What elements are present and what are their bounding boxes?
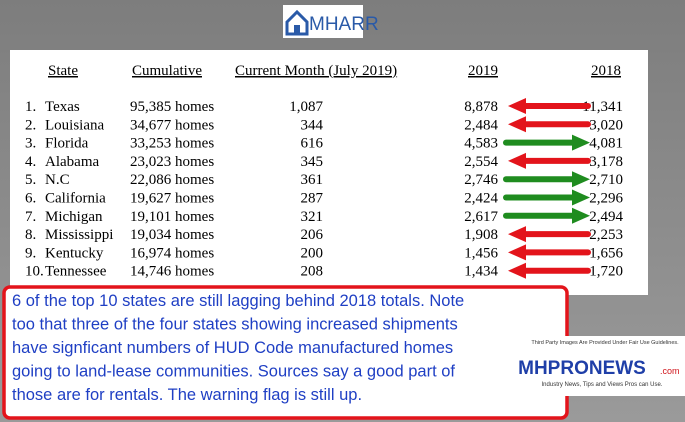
table-cell: 2,296 xyxy=(589,191,623,207)
arrow-head xyxy=(572,134,590,151)
table-cell: 321 xyxy=(301,209,324,225)
table-cell: 2,424 xyxy=(464,191,498,207)
table-cell: 9. xyxy=(25,245,36,261)
table-cell: 5. xyxy=(25,172,36,188)
table-cell: 1,908 xyxy=(464,227,498,243)
arrow-head xyxy=(508,262,526,279)
table-cell: 95,385 homes xyxy=(130,99,214,115)
table-cell: 10. xyxy=(25,264,44,280)
arrow-head xyxy=(572,171,590,188)
table-cell: 23,023 homes xyxy=(130,154,214,170)
table-cell: 206 xyxy=(301,227,324,243)
table-cell: Kentucky xyxy=(45,245,104,261)
table-cell: 34,677 homes xyxy=(130,117,214,133)
table-cell: 16,974 homes xyxy=(130,245,214,261)
table-cell: 616 xyxy=(301,136,324,152)
disclaimer: Third Party Images Are Provided Under Fa… xyxy=(531,340,679,346)
column-header: State xyxy=(48,63,78,79)
table-cell: California xyxy=(45,191,106,207)
table-cell: 3,178 xyxy=(589,154,623,170)
table-cell: 19,101 homes xyxy=(130,209,214,225)
brand: MHPRONEWS xyxy=(518,358,646,379)
arrow-head xyxy=(572,207,590,224)
table-cell: 1. xyxy=(25,99,36,115)
table-cell: 287 xyxy=(301,191,324,207)
table-cell: 1,656 xyxy=(589,245,623,261)
table-cell: 2. xyxy=(25,117,36,133)
table-cell: 6. xyxy=(25,191,36,207)
table-cell: 4. xyxy=(25,154,36,170)
table-cell: 361 xyxy=(301,172,324,188)
table-cell: N.C xyxy=(45,172,70,188)
table-cell: 19,034 homes xyxy=(130,227,214,243)
table-cell: 4,081 xyxy=(589,136,623,152)
note-line: have signficant numbers of HUD Code manu… xyxy=(12,339,453,357)
table-cell: 200 xyxy=(301,245,324,261)
logo-icon-door xyxy=(294,25,300,34)
arrow-head xyxy=(508,226,526,243)
arrow-head xyxy=(508,244,526,261)
logo-text: MHARR xyxy=(309,14,379,35)
table-cell: 345 xyxy=(301,154,324,170)
table-cell: Alabama xyxy=(45,154,99,170)
table-cell: Texas xyxy=(45,99,80,115)
table-cell: 3. xyxy=(25,136,36,152)
column-header: Current Month (July 2019) xyxy=(235,63,397,79)
note-line: going to land-lease communities. Sources… xyxy=(12,363,455,381)
note-line: those are for rentals. The warning flag … xyxy=(12,386,362,404)
note-line: too that three of the four states showin… xyxy=(12,316,458,334)
note-line: 6 of the top 10 states are still lagging… xyxy=(12,292,464,310)
column-header: 2019 xyxy=(468,63,498,79)
table-cell: Tennessee xyxy=(45,264,107,280)
table-cell: 1,720 xyxy=(589,264,623,280)
table-cell: Louisiana xyxy=(45,117,104,133)
table-cell: Michigan xyxy=(45,209,103,225)
table-cell: 2,746 xyxy=(464,172,498,188)
arrow-head xyxy=(508,98,526,114)
table-cell: 19,627 homes xyxy=(130,191,214,207)
table-cell: 14,746 homes xyxy=(130,264,214,280)
table-cell: 3,020 xyxy=(589,117,623,133)
table-cell: 208 xyxy=(301,264,324,280)
logo-icon xyxy=(285,9,309,36)
table-cell: 4,583 xyxy=(464,136,498,152)
table-cell: 7. xyxy=(25,209,36,225)
table-cell: 22,086 homes xyxy=(130,172,214,188)
watermark-box xyxy=(525,336,685,396)
table-cell: 2,617 xyxy=(464,209,498,225)
arrow-head xyxy=(508,116,526,133)
column-header: 2018 xyxy=(591,63,621,79)
table-cell: Florida xyxy=(45,136,89,152)
brand-domain: .com xyxy=(660,366,680,376)
table-cell: 1,434 xyxy=(464,264,498,280)
table-cell: Mississippi xyxy=(45,227,113,243)
table-cell: 2,253 xyxy=(589,227,623,243)
column-header: Cumulative xyxy=(132,63,202,79)
table-cell: 344 xyxy=(301,117,324,133)
table-cell: 33,253 homes xyxy=(130,136,214,152)
table-cell: 2,494 xyxy=(589,209,623,225)
table-cell: 2,710 xyxy=(589,172,623,188)
table-cell: 8. xyxy=(25,227,36,243)
table-cell: 2,484 xyxy=(464,117,498,133)
table-cell: 11,341 xyxy=(582,99,623,115)
tagline: Industry News, Tips and Views Pros can U… xyxy=(542,382,663,388)
table-panel xyxy=(10,50,648,295)
table-cell: 1,456 xyxy=(464,245,498,261)
table-cell: 1,087 xyxy=(289,99,323,115)
table-cell: 2,554 xyxy=(464,154,498,170)
table-cell: 8,878 xyxy=(464,99,498,115)
arrow-head xyxy=(572,189,590,206)
arrow-head xyxy=(508,152,526,169)
